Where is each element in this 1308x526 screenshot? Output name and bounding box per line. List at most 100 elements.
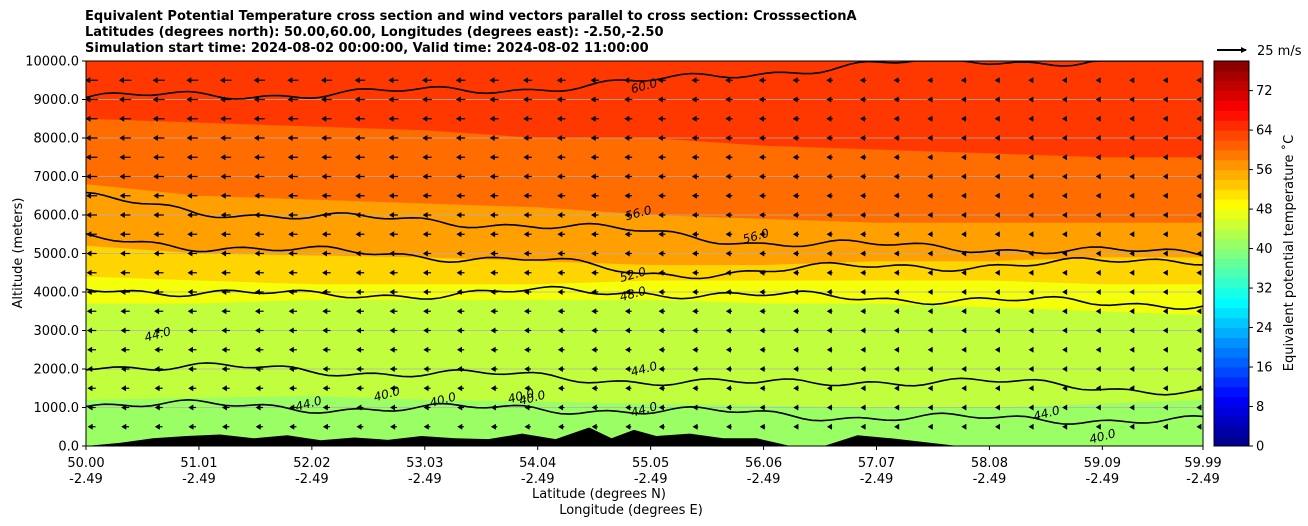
colorbar-segment <box>1214 317 1249 329</box>
wind-arrow <box>187 192 198 199</box>
wind-arrow <box>927 77 934 84</box>
wind-arrow <box>927 173 933 180</box>
wind-arrow <box>119 192 131 199</box>
wind-arrow <box>523 192 532 199</box>
wind-arrow <box>321 192 332 199</box>
wind-arrow <box>692 327 699 334</box>
colorbar-segment <box>1214 61 1249 72</box>
wind-arrow <box>793 366 799 372</box>
wind-arrow <box>288 289 298 295</box>
wind-arrow <box>961 385 967 392</box>
quiver-key-label: 25 m/s <box>1257 44 1302 59</box>
wind-arrow <box>1162 327 1168 334</box>
wind-arrow <box>994 308 1000 315</box>
wind-arrow <box>355 269 365 276</box>
wind-arrow <box>624 115 633 122</box>
wind-arrow <box>287 115 299 122</box>
wind-arrow <box>826 327 833 334</box>
wind-arrow <box>657 77 666 84</box>
chart-title: Equivalent Potential Temperature cross s… <box>85 9 857 57</box>
wind-arrow <box>1028 289 1034 295</box>
wind-arrow <box>725 173 733 180</box>
wind-arrow <box>557 135 566 141</box>
wind-arrow <box>389 269 398 276</box>
colorbar-segment <box>1214 248 1249 259</box>
wind-arrow <box>826 212 833 218</box>
wind-arrow <box>893 269 900 276</box>
wind-arrow <box>523 154 532 161</box>
wind-arrow <box>354 96 366 103</box>
wind-arrow <box>389 346 398 353</box>
x-tick-label-lon: -2.49 <box>860 472 894 487</box>
wind-arrow <box>1162 250 1168 257</box>
wind-arrow <box>557 250 565 257</box>
wind-arrow <box>254 154 265 161</box>
wind-arrow <box>1196 154 1202 161</box>
wind-arrow <box>1196 231 1202 238</box>
chart-title-line-2: Latitudes (degrees north): 50.00,60.00, … <box>85 25 664 40</box>
wind-arrow <box>826 366 833 372</box>
wind-arrow <box>759 173 766 180</box>
wind-arrow <box>289 423 297 430</box>
wind-arrow <box>691 231 699 238</box>
wind-arrow <box>826 77 833 84</box>
wind-arrow <box>1062 423 1068 430</box>
wind-arrow <box>524 366 532 372</box>
colorbar-segment <box>1214 258 1249 269</box>
colorbar-segment <box>1214 376 1249 388</box>
wind-arrow <box>86 269 97 276</box>
wind-arrow <box>153 192 164 199</box>
wind-arrow <box>153 250 164 257</box>
wind-arrow <box>860 135 867 141</box>
wind-arrow <box>558 423 565 430</box>
wind-arrow <box>254 212 265 218</box>
wind-arrow <box>691 135 700 141</box>
wind-arrow <box>960 96 967 103</box>
contour-label: 40.0 <box>428 389 458 410</box>
wind-arrow <box>1162 289 1168 295</box>
wind-arrow <box>1062 192 1068 199</box>
wind-arrow <box>994 346 1000 353</box>
wind-arrow <box>658 135 666 141</box>
wind-arrow <box>1196 173 1202 180</box>
wind-arrow <box>927 289 933 295</box>
wind-arrow <box>927 192 933 199</box>
wind-arrow <box>523 269 532 276</box>
wind-arrow <box>1028 308 1034 315</box>
wind-arrow <box>389 327 398 334</box>
wind-arrow <box>422 77 432 84</box>
wind-arrow <box>187 269 197 276</box>
colorbar-segment <box>1214 70 1249 82</box>
x-tick-label-lat: 56.06 <box>745 456 782 471</box>
wind-arrow <box>692 269 699 276</box>
wind-arrow <box>1095 231 1101 238</box>
wind-arrow <box>187 308 197 315</box>
wind-arrow <box>524 385 531 392</box>
wind-arrow <box>355 289 365 295</box>
wind-arrow <box>255 308 264 315</box>
wind-arrow <box>725 327 732 334</box>
colorbar-segment <box>1214 139 1249 151</box>
wind-arrow <box>1095 115 1101 122</box>
wind-arrow <box>893 154 900 161</box>
wind-arrow <box>557 154 566 161</box>
wind-arrow <box>624 96 633 103</box>
wind-arrow <box>658 269 666 276</box>
y-tick-label: 8000.0 <box>34 132 80 147</box>
wind-arrow <box>1196 289 1202 295</box>
colorbar-segment <box>1214 347 1249 358</box>
wind-arrow <box>523 212 532 218</box>
wind-arrow <box>826 404 833 411</box>
x-axis: 50.00-2.4951.01-2.4952.02-2.4953.03-2.49… <box>67 446 1222 487</box>
wind-arrow <box>658 327 666 334</box>
x-tick-label-lat: 59.99 <box>1184 456 1221 471</box>
wind-arrow <box>860 327 866 334</box>
wind-arrow <box>120 346 130 353</box>
wind-arrow <box>624 77 633 84</box>
wind-arrow <box>1196 115 1202 122</box>
y-tick-label: 4000.0 <box>34 286 80 301</box>
wind-arrow <box>961 135 967 141</box>
wind-arrow <box>253 115 265 122</box>
wind-arrow <box>456 154 466 161</box>
wind-arrow <box>322 366 331 372</box>
